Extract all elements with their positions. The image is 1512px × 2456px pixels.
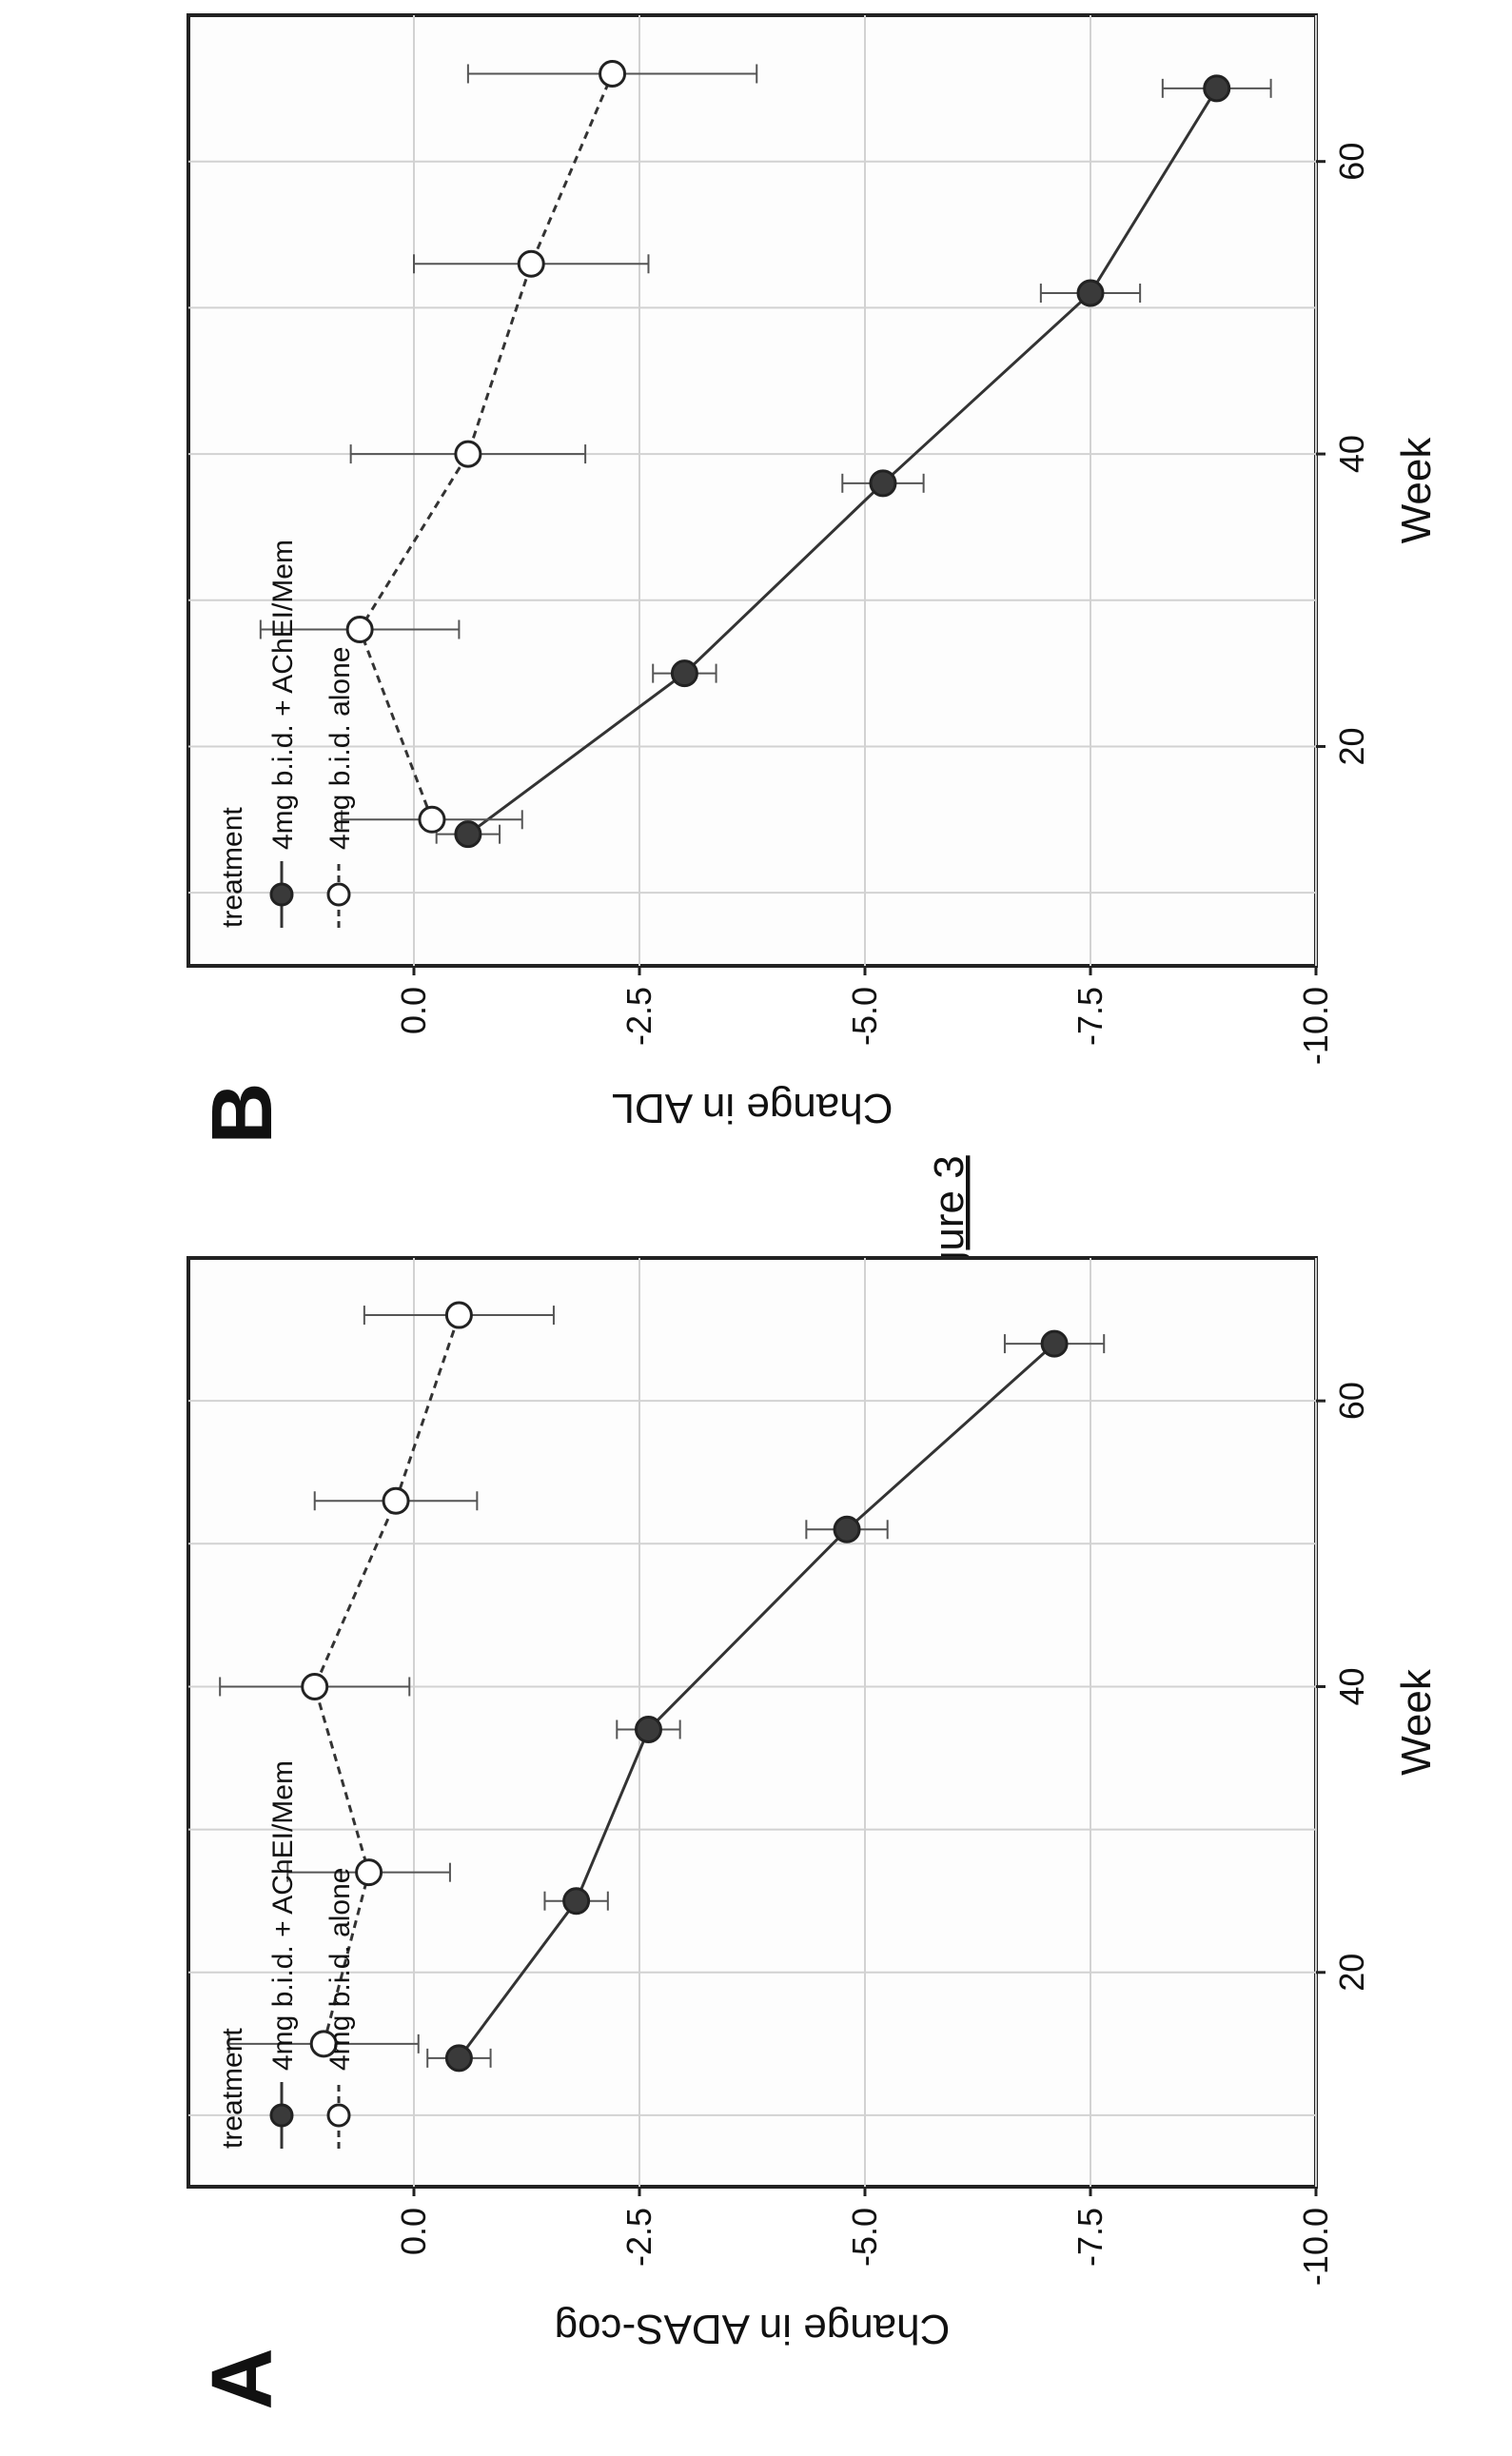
data-point-alone [444, 1301, 473, 1329]
x-axis-title: Week [1393, 1668, 1440, 1776]
y-tick-label: -7.5 [1070, 987, 1109, 1046]
legend-entry: 4mg b.i.d. alone [324, 647, 356, 850]
x-tick-label: 60 [1332, 1382, 1371, 1420]
data-point-alone [599, 59, 627, 88]
legend-entry: 4mg b.i.d. + AChEI/Mem [267, 540, 299, 850]
legend-entry: 4mg b.i.d. alone [324, 1868, 356, 2071]
y-axis-title: Change in ADL [612, 1085, 893, 1131]
x-tick-label: 60 [1332, 143, 1371, 181]
data-point-combo [869, 469, 897, 498]
data-point-alone [355, 1858, 383, 1887]
y-tick-label: -10.0 [1296, 2208, 1335, 2286]
data-point-alone [309, 2030, 338, 2058]
panel-letter-a: A [195, 2348, 290, 2410]
legend-swatch-marker [326, 2103, 351, 2128]
y-axis-title: Change in ADAS-cog [555, 2306, 951, 2352]
legend-swatch-marker [269, 882, 294, 907]
data-point-combo [670, 659, 698, 688]
data-point-alone [454, 440, 482, 468]
y-tick-label: -10.0 [1296, 987, 1335, 1065]
y-tick-label: -7.5 [1070, 2208, 1109, 2267]
x-tick-label: 20 [1332, 1954, 1371, 1992]
x-tick-label: 40 [1332, 1667, 1371, 1705]
data-point-combo [454, 820, 482, 849]
y-tick-label: -2.5 [619, 987, 658, 1046]
data-point-combo [444, 2044, 473, 2073]
panel-a-chart: 0.0 -2.5 -5.0 -7.5 -10.0 20 40 60 Week Change in … [187, 1256, 1440, 2352]
data-point-combo [833, 1515, 861, 1543]
data-point-alone [418, 805, 446, 834]
legend-title: treatment [217, 2028, 248, 2149]
data-point-alone [517, 249, 545, 278]
legend-title: treatment [217, 807, 248, 928]
data-point-alone [301, 1672, 329, 1700]
y-tick-label: 0.0 [394, 987, 433, 1034]
data-point-combo [1203, 74, 1231, 103]
y-tick-label: 0.0 [394, 2208, 433, 2255]
y-tick-label: -5.0 [845, 987, 884, 1046]
data-point-combo [1040, 1329, 1069, 1358]
x-tick-label: 20 [1332, 727, 1371, 765]
legend-swatch-marker [269, 2103, 294, 2128]
panel-b-chart: 0.0 -2.5 -5.0 -7.5 -10.0 20 40 60 Week Change in … [187, 13, 1440, 1131]
data-point-combo [1076, 279, 1105, 307]
x-tick-label: 40 [1332, 435, 1371, 473]
legend-entry: 4mg b.i.d. + AChEI/Mem [267, 1760, 299, 2071]
data-point-combo [562, 1887, 591, 1916]
y-tick-label: -2.5 [619, 2208, 658, 2267]
plot-frame [187, 1256, 1318, 2189]
panel-letter-b: B [195, 1083, 290, 1145]
data-point-combo [634, 1716, 662, 1744]
y-tick-label: -5.0 [845, 2208, 884, 2267]
x-axis-title: Week [1393, 437, 1440, 544]
data-point-alone [345, 616, 374, 644]
series-line-alone [358, 72, 614, 820]
plot-frame [187, 13, 1318, 968]
data-point-alone [382, 1486, 410, 1515]
legend-swatch-marker [326, 882, 351, 907]
